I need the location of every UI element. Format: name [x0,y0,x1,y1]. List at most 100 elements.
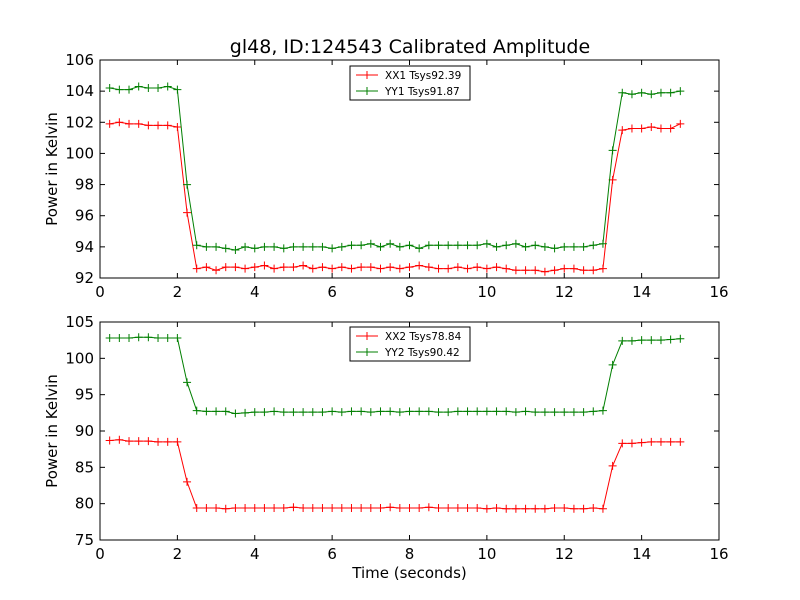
data-point [134,333,143,342]
data-point [221,263,230,272]
data-point [202,263,211,272]
data-point [231,504,240,513]
data-point [395,264,404,273]
data-point [637,124,646,133]
data-point [250,408,259,417]
data-point [260,242,269,251]
data-point [453,263,462,272]
legend-marker [363,71,371,79]
data-point [376,264,385,273]
data-point [511,239,520,248]
data-point [144,437,153,446]
data-point [569,264,578,273]
data-point [482,407,491,416]
x-tick-label: 4 [250,283,260,301]
data-point [463,407,472,416]
x-tick-label: 8 [405,545,415,563]
y-tick-label: 90 [75,422,94,440]
data-point [386,239,395,248]
data-point [666,88,675,97]
y-tick-label: 85 [75,458,94,476]
data-point [163,121,172,130]
data-point [318,263,327,272]
data-point [202,407,211,416]
data-point [125,437,134,446]
data-point [183,378,192,387]
data-point [531,504,540,513]
data-point [366,408,375,417]
legend-marker [363,87,371,95]
x-tick-label: 0 [95,283,105,301]
legend-label: YY2 Tsys90.42 [384,347,460,359]
data-point [183,477,192,486]
data-point [212,242,221,251]
top-subplot: 0 2 4 6 8 10 12 14 16 92 94 96 98 100 102 104 106 Power i… [43,51,729,301]
y-tick-label: 80 [75,495,94,513]
y-tick-label: 92 [75,269,94,287]
data-point [376,242,385,251]
data-point [569,408,578,417]
data-point [192,241,201,250]
data-point [144,121,153,130]
data-point [192,264,201,273]
legend-label: XX2 Tsys78.84 [385,331,462,343]
data-point [366,504,375,513]
data-point [115,85,124,94]
data-point [550,504,559,513]
data-point [676,334,685,343]
data-point [299,242,308,251]
data-point [627,336,636,345]
data-point [608,461,617,470]
data-point [608,360,617,369]
data-point [357,504,366,513]
data-point [444,504,453,513]
data-point [453,241,462,250]
data-point [183,208,192,217]
data-point [434,504,443,513]
data-point [347,504,356,513]
legend: XX2 Tsys78.84 YY2 Tsys90.42 [349,326,471,362]
data-point [453,407,462,416]
data-point [569,504,578,513]
legend-box [349,65,471,101]
legend-label: XX1 Tsys92.39 [385,70,461,82]
data-point [434,264,443,273]
data-point [105,84,114,93]
x-tick-label: 6 [327,545,337,563]
data-point [347,407,356,416]
data-point [105,333,114,342]
data-point [154,84,163,93]
data-point [231,263,240,272]
data-point [618,126,627,135]
data-point [115,333,124,342]
data-point [444,264,453,273]
legend-marker [363,348,371,356]
data-point [347,264,356,273]
data-point [656,437,665,446]
data-point [221,407,230,416]
x-tick-label: 16 [709,545,728,563]
data-point [656,336,665,345]
data-point [521,407,530,416]
data-point [337,504,346,513]
data-point [221,504,230,513]
data-point [183,180,192,189]
y-tick-label: 105 [65,313,94,331]
data-point [202,242,211,251]
data-point [395,504,404,513]
data-point [289,503,298,512]
data-point [502,264,511,273]
data-point [666,335,675,344]
data-point [666,437,675,446]
y-tick-label: 100 [65,144,94,162]
x-tick-label: 8 [405,283,415,301]
data-point [540,267,549,276]
data-point [666,124,675,133]
data-point [144,84,153,93]
data-point [386,407,395,416]
data-point [589,407,598,416]
data-point [347,241,356,250]
data-point [637,336,646,345]
data-point [598,264,607,273]
data-point [405,504,414,513]
